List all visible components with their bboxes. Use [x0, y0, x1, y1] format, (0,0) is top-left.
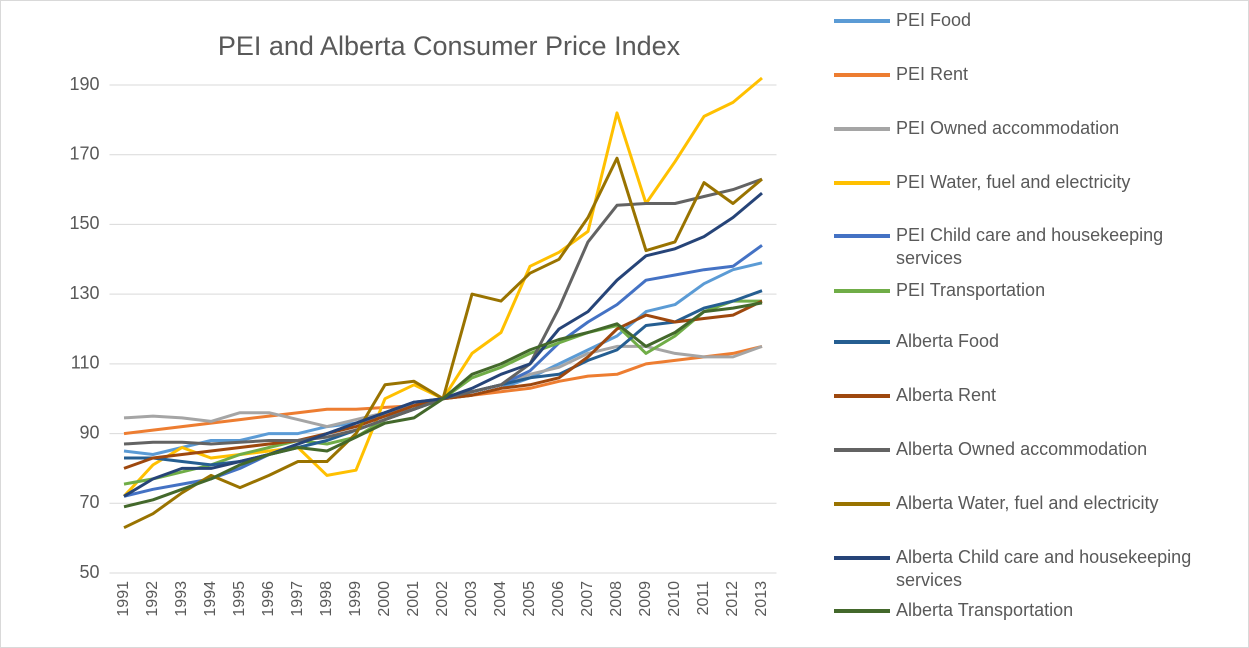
x-tick-label: 1999 [347, 581, 364, 617]
series-line [123, 301, 763, 509]
legend-swatch [834, 234, 890, 238]
x-tick-label: 1995 [231, 581, 248, 617]
x-tick-label: 2009 [637, 581, 654, 617]
x-tick-label: 1998 [318, 581, 335, 617]
y-tick-label: 190 [69, 74, 99, 94]
series-line [123, 344, 763, 436]
legend-item: PEI Food [834, 9, 1244, 32]
legend-label: PEI Owned accommodation [896, 118, 1120, 138]
legend-label: Alberta Transportation [896, 600, 1074, 620]
legend-label: Alberta Child care and housekeeping serv… [896, 547, 1192, 590]
legend-item: Alberta Child care and housekeeping serv… [834, 546, 1244, 592]
x-tick-label: 2011 [695, 581, 712, 616]
x-tick-label: 2001 [405, 581, 422, 617]
legend-label: PEI Water, fuel and electricity [896, 172, 1131, 192]
y-tick-label: 90 [79, 422, 99, 442]
legend-swatch [834, 73, 890, 77]
x-tick-label: 1997 [289, 581, 306, 617]
legend-swatch [834, 127, 890, 131]
y-tick-label: 150 [69, 213, 99, 233]
legend-item: PEI Rent [834, 63, 1244, 86]
legend-item: Alberta Transportation [834, 599, 1244, 622]
x-tick-label: 2007 [579, 581, 596, 617]
x-tick-label: 1992 [144, 581, 161, 617]
legend-label: PEI Child care and housekeeping services [896, 225, 1164, 268]
y-tick-label: 70 [79, 492, 99, 512]
legend-swatch [834, 181, 890, 185]
series-line [123, 261, 763, 456]
legend-label: Alberta Food [896, 331, 1000, 351]
legend-label: Alberta Water, fuel and electricity [896, 493, 1159, 513]
legend-swatch [834, 394, 890, 398]
legend-item: PEI Owned accommodation [834, 117, 1244, 140]
legend-label: PEI Rent [896, 64, 969, 84]
x-tick-label: 2005 [521, 581, 538, 617]
series-line [123, 344, 763, 429]
legend-label: Alberta Rent [896, 385, 997, 405]
legend-label: PEI Transportation [896, 280, 1046, 300]
x-tick-label: 2010 [666, 581, 683, 617]
legend-item: PEI Transportation [834, 279, 1244, 302]
y-tick-label: 110 [71, 353, 100, 373]
x-tick-label: 1991 [115, 581, 132, 617]
legend-swatch [834, 340, 890, 344]
series-line [123, 177, 763, 446]
chart-title: PEI and Alberta Consumer Price Index [218, 31, 681, 61]
series-line [124, 289, 763, 467]
legend-label: Alberta Owned accommodation [896, 439, 1148, 459]
legend-swatch [834, 19, 890, 23]
x-tick-label: 2002 [434, 581, 451, 617]
legend-swatch [834, 609, 890, 613]
x-tick-label: 2012 [724, 581, 741, 617]
legend-label: PEI Food [896, 10, 972, 30]
x-tick-label: 2008 [608, 581, 625, 617]
y-tick-label: 170 [69, 143, 99, 163]
x-tick-label: 1994 [202, 581, 219, 617]
x-tick-label: 2004 [492, 581, 509, 617]
x-tick-label: 1996 [260, 581, 277, 617]
x-tick-label: 2013 [753, 581, 770, 617]
series-line [123, 244, 763, 498]
legend-item: PEI Water, fuel and electricity [834, 171, 1244, 194]
legend-swatch [834, 556, 890, 560]
legend-item: Alberta Owned accommodation [834, 438, 1244, 461]
legend-item: Alberta Water, fuel and electricity [834, 492, 1244, 515]
legend-swatch [834, 448, 890, 452]
y-tick-label: 50 [79, 562, 99, 582]
legend-swatch [834, 502, 890, 506]
x-tick-label: 2006 [550, 581, 567, 617]
legend-item: Alberta Food [834, 330, 1244, 353]
legend-item: Alberta Rent [834, 384, 1244, 407]
legend-item: PEI Child care and housekeeping services [834, 224, 1244, 270]
legend-swatch [834, 289, 890, 293]
x-tick-label: 1993 [173, 581, 190, 617]
y-tick-label: 130 [69, 283, 99, 303]
x-tick-label: 2000 [376, 581, 393, 617]
x-tick-label: 2003 [463, 581, 480, 617]
